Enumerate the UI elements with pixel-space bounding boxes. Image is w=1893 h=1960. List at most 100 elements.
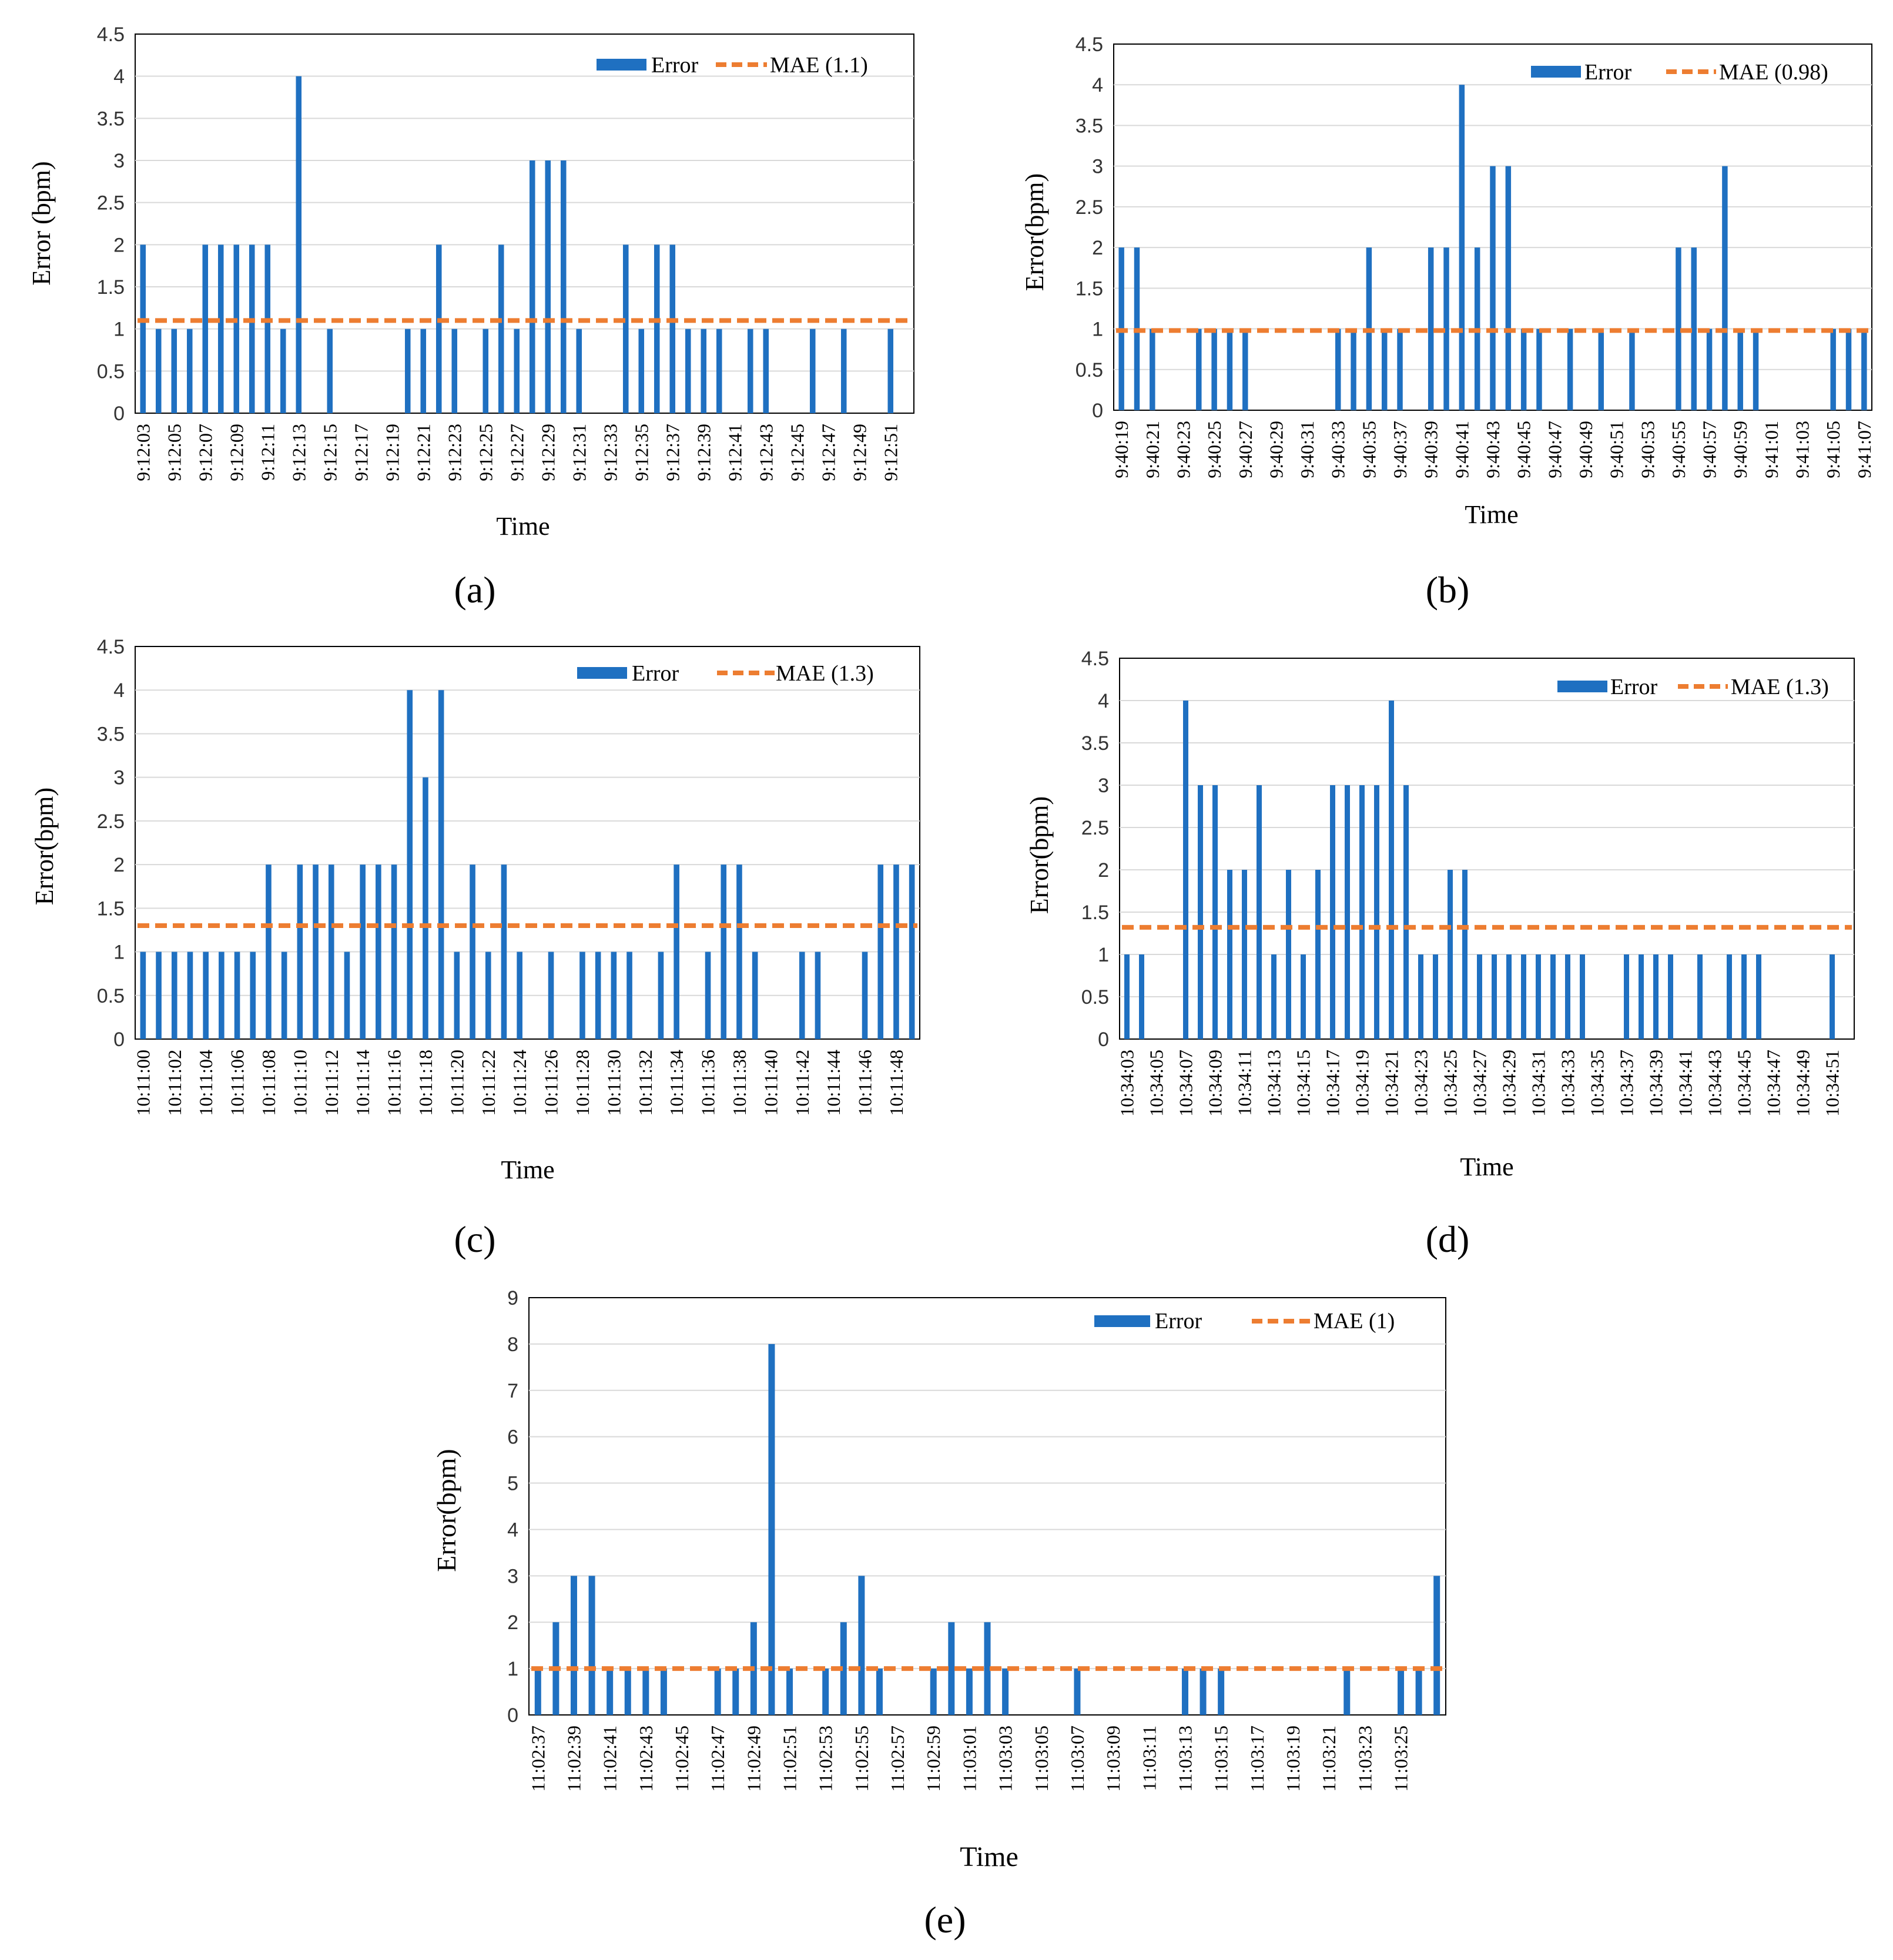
bar <box>360 865 366 1039</box>
legend-error-label: Error <box>651 53 699 78</box>
x-tick-label: 10:11:28 <box>572 1050 593 1116</box>
y-axis-label: Error(bpm) <box>1020 173 1049 291</box>
x-tick-label: 10:11:06 <box>227 1050 248 1116</box>
x-tick-label: 9:12:29 <box>537 424 558 481</box>
y-tick-label: 4 <box>113 66 125 88</box>
y-tick-label: 2.5 <box>97 810 125 833</box>
bar <box>171 951 177 1039</box>
x-tick-label: 11:03:21 <box>1318 1726 1339 1792</box>
x-tick-labels: 11:02:37 11:02:39 11:02:41 11:02:43 11:02:45… <box>527 1726 1411 1792</box>
bar <box>1301 954 1306 1039</box>
x-tick-label: 11:03:11 <box>1138 1726 1160 1791</box>
x-tick-label: 10:34:03 <box>1117 1050 1138 1117</box>
x-tick-label: 11:03:25 <box>1391 1726 1412 1792</box>
bar <box>1861 329 1867 410</box>
bar <box>233 244 240 413</box>
bar <box>391 865 397 1039</box>
x-tick-label: 10:34:43 <box>1704 1050 1726 1117</box>
bar <box>250 951 256 1039</box>
legend: Error MAE (1.3) <box>577 661 874 686</box>
bar-series <box>140 76 894 413</box>
y-tick-label: 3 <box>1092 156 1103 178</box>
x-tick-label: 11:02:49 <box>743 1726 764 1792</box>
bar <box>1286 870 1291 1039</box>
bar <box>909 865 915 1039</box>
bar <box>1536 329 1542 410</box>
x-tick-label: 9:40:39 <box>1420 421 1442 478</box>
chart-panel-a: 00.511.522.533.544.5 9:12:03 9:12:05 9:12:… <box>27 24 914 611</box>
bar <box>1676 247 1681 410</box>
x-tick-label: 10:11:16 <box>384 1050 405 1116</box>
legend: Error MAE (0.98) <box>1531 60 1828 85</box>
bar <box>768 1343 775 1715</box>
x-tick-label: 9:41:01 <box>1761 421 1782 478</box>
chart-panel-c: 00.511.522.533.544.5 10:11:00 10:11:02 10:… <box>30 636 920 1260</box>
x-tick-label: 9:12:35 <box>631 424 652 481</box>
x-axis-label: Time <box>960 1841 1018 1872</box>
bar <box>435 244 442 413</box>
x-tick-label: 9:12:33 <box>599 424 621 481</box>
x-tick-label: 11:03:19 <box>1282 1726 1304 1792</box>
bar <box>202 244 209 413</box>
legend-error-swatch <box>597 59 646 71</box>
bar <box>732 1668 739 1715</box>
x-axis-label: Time <box>1460 1152 1513 1181</box>
bar <box>887 329 894 413</box>
bar <box>1506 954 1512 1039</box>
x-tick-label: 9:12:07 <box>195 424 216 481</box>
bar-series <box>1124 701 1835 1039</box>
y-tick-label: 0 <box>1098 1028 1109 1051</box>
y-tick-label: 2.5 <box>97 192 125 215</box>
bar <box>545 160 551 413</box>
bar <box>840 1622 847 1715</box>
x-tick-label: 9:40:29 <box>1265 421 1286 478</box>
bar <box>984 1622 991 1715</box>
bar <box>622 244 629 413</box>
x-tick-label: 10:34:23 <box>1410 1050 1432 1117</box>
bar <box>1477 954 1482 1039</box>
bar <box>297 865 303 1039</box>
bar <box>1753 329 1759 410</box>
bar <box>501 865 507 1039</box>
x-tick-labels: 10:34:03 10:34:05 10:34:07 10:34:09 10:34:11… <box>1117 1050 1843 1117</box>
bar <box>1124 954 1130 1039</box>
y-tick-labels: 0 0.5 1 1.5 2 2.5 3 3.5 4 4.5 <box>97 24 125 425</box>
x-tick-label: 9:40:45 <box>1513 421 1534 478</box>
x-tick-label: 10:34:27 <box>1469 1050 1490 1117</box>
x-tick-label: 11:03:09 <box>1103 1726 1124 1792</box>
x-tick-label: 9:12:31 <box>568 424 589 481</box>
x-tick-label: 10:34:37 <box>1616 1050 1637 1117</box>
x-tick-label: 10:34:51 <box>1822 1050 1843 1117</box>
bar <box>893 865 899 1039</box>
x-tick-label: 11:02:53 <box>815 1726 836 1792</box>
x-tick-label: 10:11:20 <box>446 1050 467 1116</box>
bar <box>1727 954 1732 1039</box>
bar <box>1389 701 1394 1039</box>
x-tick-label: 10:11:22 <box>478 1050 499 1116</box>
bar <box>1330 785 1335 1039</box>
y-tick-label: 2.5 <box>1076 196 1103 219</box>
x-tick-label: 10:34:13 <box>1264 1050 1285 1117</box>
x-tick-label: 11:02:51 <box>779 1726 800 1792</box>
bar <box>1492 954 1497 1039</box>
bar <box>1374 785 1379 1039</box>
bar <box>858 1576 865 1715</box>
bar <box>266 865 272 1039</box>
bar <box>1521 954 1526 1039</box>
x-tick-label: 10:34:39 <box>1646 1050 1667 1117</box>
bar <box>876 1668 883 1715</box>
x-tick-label: 9:40:27 <box>1235 421 1256 478</box>
bar <box>1845 329 1852 410</box>
x-tick-label: 9:40:53 <box>1637 421 1658 478</box>
y-axis-label: Error(bpm) <box>431 1449 461 1572</box>
legend-error-swatch <box>1531 66 1581 78</box>
x-tick-label: 11:03:13 <box>1174 1726 1195 1792</box>
bar <box>685 329 691 413</box>
bar <box>344 951 350 1039</box>
x-tick-label: 10:11:00 <box>132 1050 153 1116</box>
bar <box>1433 954 1438 1039</box>
x-tick-label: 9:40:59 <box>1730 421 1751 478</box>
bar <box>642 1668 649 1715</box>
bar <box>1398 1668 1405 1715</box>
